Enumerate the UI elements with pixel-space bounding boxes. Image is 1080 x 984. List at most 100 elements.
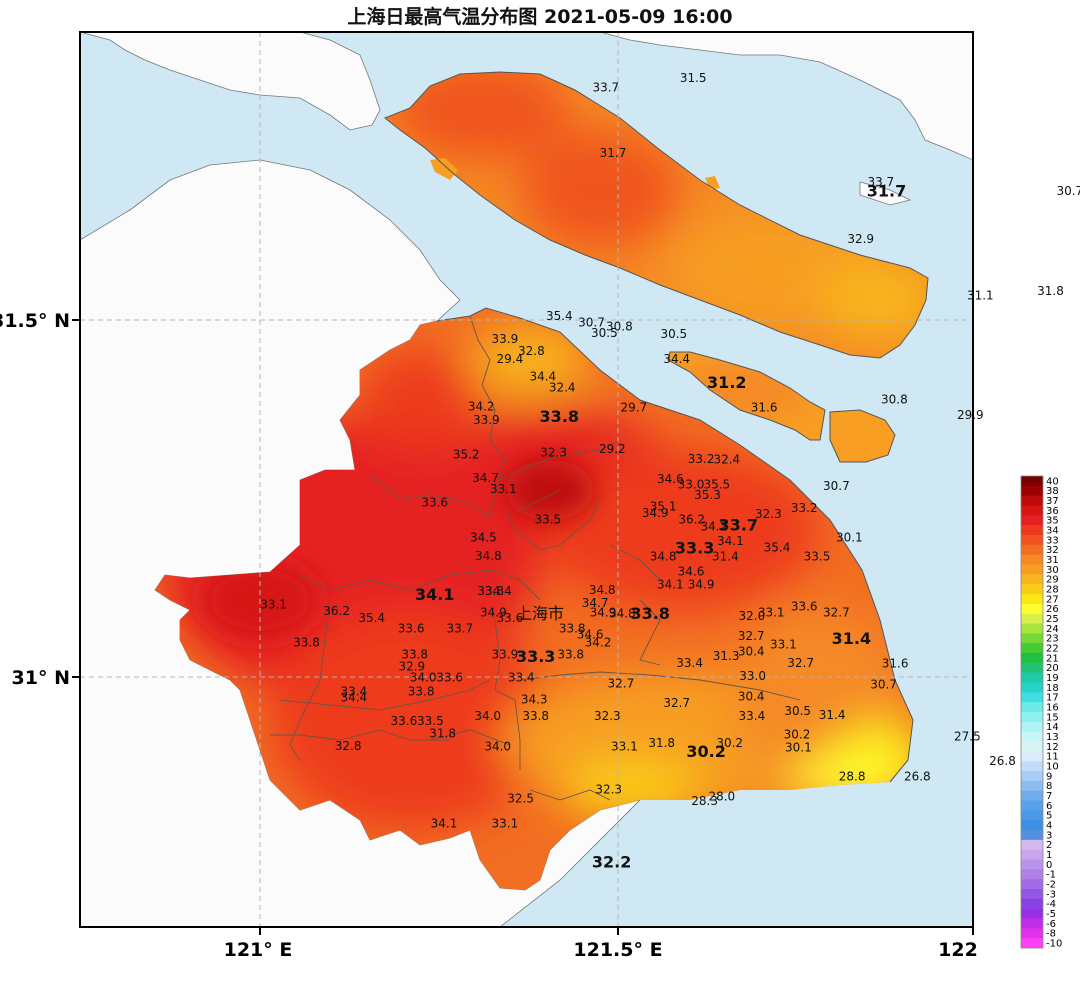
colorbar-level-label: -6 — [1046, 919, 1056, 930]
colorbar-swatch — [1021, 879, 1043, 890]
station-temperature-label: 34.0 — [484, 740, 511, 754]
station-temperature-label: 32.9 — [398, 660, 425, 674]
station-temperature-label: 35.2 — [453, 448, 480, 462]
station-temperature-label: 32.9 — [847, 232, 874, 246]
station-temperature-label: 33.5 — [534, 513, 561, 527]
station-temperature-label: 33.3 — [675, 539, 714, 558]
colorbar-level-label: 11 — [1046, 752, 1059, 763]
station-temperature-label: 32.3 — [595, 782, 622, 796]
station-temperature-label: 29.9 — [957, 408, 984, 422]
colorbar-swatch — [1021, 603, 1043, 614]
colorbar-swatch — [1021, 869, 1043, 880]
station-temperature-label: 34.9 — [480, 605, 507, 619]
colorbar-swatch — [1021, 525, 1043, 536]
station-temperature-label: 30.5 — [591, 326, 618, 340]
station-temperature-label: 35.5 — [703, 478, 730, 492]
colorbar-level-label: 1 — [1046, 850, 1052, 861]
colorbar-level-label: 25 — [1046, 614, 1059, 625]
station-temperature-label: 33.5 — [417, 714, 444, 728]
station-temperature-label: 35.4 — [764, 540, 791, 554]
station-temperature-label: 33.0 — [739, 669, 766, 683]
colorbar-level-label: 26 — [1046, 604, 1059, 615]
colorbar-level-label: -8 — [1046, 929, 1056, 940]
station-temperature-label: 34.4 — [485, 584, 512, 598]
station-temperature-label: 31.7 — [867, 182, 906, 201]
y-tick-label: 31.5° N — [0, 310, 70, 332]
colorbar-level-label: 18 — [1046, 683, 1059, 694]
colorbar-level-label: 38 — [1046, 486, 1059, 497]
colorbar-level-label: 35 — [1046, 516, 1059, 527]
station-temperature-label: 33.6 — [436, 670, 463, 684]
colorbar-level-label: 7 — [1046, 791, 1052, 802]
station-temperature-label: 33.8 — [401, 647, 428, 661]
station-temperature-label: 30.1 — [836, 530, 863, 544]
station-temperature-label: 34.3 — [521, 692, 548, 706]
station-temperature-label: 33.1 — [492, 817, 519, 831]
colorbar-level-label: 31 — [1046, 555, 1059, 566]
colorbar-level-label: 6 — [1046, 801, 1052, 812]
colorbar-swatch — [1021, 938, 1043, 949]
station-temperature-label: 30.2 — [716, 736, 743, 750]
station-temperature-label: 34.4 — [663, 352, 690, 366]
colorbar-swatch — [1021, 672, 1043, 683]
colorbar-swatch — [1021, 584, 1043, 595]
colorbar-level-label: -1 — [1046, 870, 1056, 881]
city-label: 上海市 — [516, 604, 564, 623]
station-temperature-label: 30.4 — [738, 690, 765, 704]
colorbar-level-label: -10 — [1046, 939, 1062, 950]
station-temperature-label: 33.8 — [293, 635, 320, 649]
station-labels: 33.731.531.733.731.730.732.930.730.131.1… — [260, 71, 1080, 871]
colorbar-swatch — [1021, 751, 1043, 762]
station-temperature-label: 33.6 — [421, 495, 448, 509]
station-temperature-label: 32.4 — [713, 453, 740, 467]
colorbar-level-label: 21 — [1046, 653, 1059, 664]
station-temperature-label: 34.1 — [717, 534, 744, 548]
colorbar-swatch — [1021, 633, 1043, 644]
station-temperature-label: 33.8 — [522, 709, 549, 723]
colorbar-swatch — [1021, 918, 1043, 929]
station-temperature-label: 32.7 — [738, 629, 765, 643]
station-temperature-label: 33.9 — [492, 647, 519, 661]
station-temperature-label: 33.4 — [508, 670, 535, 684]
station-temperature-label: 31.7 — [600, 146, 627, 160]
station-temperature-label: 34.6 — [577, 627, 604, 641]
colorbar-swatch — [1021, 564, 1043, 575]
colorbar-level-label: -5 — [1046, 909, 1056, 920]
station-temperature-label: 33.2 — [791, 501, 818, 515]
colorbar-swatch — [1021, 613, 1043, 624]
station-temperature-label: 33.7 — [719, 516, 758, 535]
colorbar-swatch — [1021, 485, 1043, 496]
colorbar-swatch — [1021, 830, 1043, 841]
station-temperature-label: 31.6 — [751, 400, 778, 414]
station-temperature-label: 34.4 — [529, 370, 556, 384]
station-temperature-label: 34.1 — [415, 585, 454, 604]
colorbar-swatch — [1021, 574, 1043, 585]
colorbar-level-label: 36 — [1046, 506, 1059, 517]
station-temperature-label: 33.7 — [446, 622, 473, 636]
station-temperature-label: 34.1 — [657, 578, 684, 592]
colorbar-level-label: 27 — [1046, 594, 1059, 605]
colorbar-swatch — [1021, 780, 1043, 791]
station-temperature-label: 35.4 — [546, 309, 573, 323]
station-temperature-label: 31.4 — [712, 550, 739, 564]
station-temperature-label: 29.2 — [599, 442, 626, 456]
x-tick-label: 121.5° E — [573, 939, 662, 961]
colorbar-swatch — [1021, 908, 1043, 919]
colorbar-swatch — [1021, 682, 1043, 693]
station-temperature-label: 33.6 — [391, 714, 418, 728]
x-tick-label: 121° E — [224, 939, 293, 961]
station-temperature-label: 33.7 — [592, 81, 619, 95]
colorbar-level-label: 34 — [1046, 526, 1059, 537]
station-temperature-label: 34.7 — [582, 596, 609, 610]
colorbar-level-label: 15 — [1046, 712, 1059, 723]
station-temperature-label: 32.7 — [608, 677, 635, 691]
colorbar-swatch — [1021, 790, 1043, 801]
station-temperature-label: 33.6 — [791, 600, 818, 614]
colorbar-swatch — [1021, 839, 1043, 850]
station-temperature-label: 34.0 — [410, 670, 437, 684]
station-temperature-label: 31.1 — [967, 288, 994, 302]
colorbar-level-label: 23 — [1046, 634, 1059, 645]
station-temperature-label: 28.0 — [708, 790, 735, 804]
station-temperature-label: 33.5 — [804, 550, 831, 564]
